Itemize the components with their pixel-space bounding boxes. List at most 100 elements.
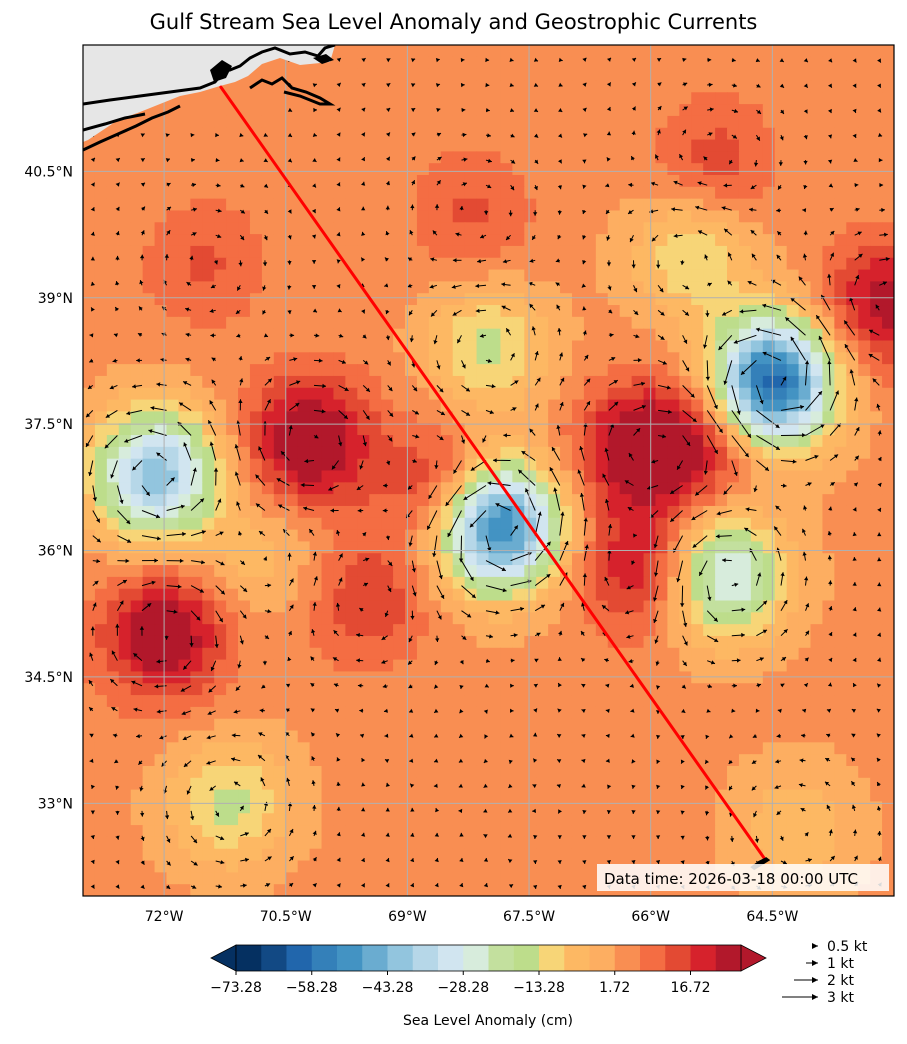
field-cell — [118, 565, 132, 578]
field-cell — [858, 765, 871, 779]
field-cell — [249, 375, 263, 389]
field-cell — [846, 139, 859, 152]
field-cell — [571, 234, 585, 247]
field-cell — [691, 269, 704, 282]
field-cell — [667, 754, 680, 767]
field-cell — [309, 860, 323, 873]
field-cell — [416, 482, 430, 495]
field-cell — [548, 45, 561, 58]
field-cell — [667, 836, 680, 850]
field-cell — [476, 399, 490, 412]
field-cell — [631, 446, 645, 460]
field-cell — [536, 80, 549, 93]
field-cell — [679, 813, 692, 826]
field-cell — [476, 115, 490, 129]
field-cell — [166, 151, 180, 164]
field-cell — [858, 730, 871, 743]
field-cell — [595, 222, 609, 235]
field-cell — [118, 281, 132, 294]
field-cell — [405, 375, 418, 389]
field-cell — [750, 588, 764, 602]
field-cell — [106, 458, 120, 472]
field-cell — [369, 411, 382, 424]
field-cell — [238, 328, 251, 342]
field-cell — [476, 576, 490, 590]
field-cell — [524, 92, 537, 105]
field-cell — [190, 210, 203, 223]
field-cell — [142, 470, 156, 483]
field-cell — [238, 659, 251, 673]
field-cell — [500, 104, 513, 117]
field-cell — [798, 198, 812, 212]
field-cell — [703, 328, 716, 342]
field-cell — [440, 68, 454, 82]
field-cell — [548, 789, 561, 803]
field-cell — [655, 305, 668, 318]
field-cell — [249, 458, 263, 472]
field-cell — [285, 635, 299, 649]
field-cell — [750, 56, 764, 70]
field-cell — [405, 115, 418, 129]
field-cell — [512, 742, 525, 755]
field-cell — [357, 80, 370, 93]
field-cell — [643, 328, 657, 342]
field-cell — [834, 446, 847, 460]
field-cell — [440, 470, 454, 483]
field-cell — [822, 789, 835, 803]
field-cell — [810, 470, 824, 483]
field-cell — [703, 541, 716, 554]
field-cell — [345, 647, 358, 661]
field-cell — [190, 635, 203, 649]
field-cell — [655, 328, 668, 342]
field-cell — [297, 848, 311, 862]
field-cell — [750, 364, 764, 377]
field-cell — [214, 565, 227, 578]
field-cell — [870, 517, 883, 531]
field-cell — [154, 695, 168, 708]
field-cell — [882, 269, 894, 282]
field-cell — [154, 375, 168, 389]
field-cell — [679, 517, 692, 531]
field-cell — [512, 375, 525, 389]
field-cell — [882, 482, 894, 495]
field-cell — [750, 612, 764, 625]
field-cell — [309, 884, 323, 896]
field-cell — [631, 836, 645, 850]
field-cell — [83, 470, 96, 483]
field-cell — [226, 813, 239, 826]
field-cell — [691, 92, 704, 105]
field-cell — [393, 352, 406, 365]
field-cell — [715, 671, 728, 684]
field-cell — [381, 68, 394, 82]
field-cell — [548, 860, 561, 873]
field-cell — [166, 411, 180, 424]
field-cell — [83, 884, 96, 896]
field-cell — [309, 316, 323, 330]
field-cell — [381, 553, 394, 566]
field-cell — [476, 553, 490, 566]
field-cell — [440, 364, 454, 377]
field-cell — [488, 505, 502, 519]
field-cell — [512, 92, 525, 105]
field-cell — [321, 269, 335, 282]
field-cell — [536, 340, 549, 353]
field-cell — [309, 553, 323, 566]
field-cell — [560, 765, 573, 779]
field-cell — [798, 683, 812, 696]
field-cell — [858, 234, 871, 247]
field-cell — [297, 836, 311, 850]
field-cell — [500, 576, 513, 590]
field-cell — [822, 222, 835, 235]
field-cell — [870, 742, 883, 755]
field-cell — [345, 198, 358, 212]
field-cell — [273, 222, 287, 235]
field-cell — [727, 340, 740, 353]
field-cell — [249, 115, 263, 129]
field-cell — [226, 127, 239, 141]
field-cell — [500, 175, 513, 188]
field-cell — [834, 163, 847, 176]
field-cell — [94, 222, 108, 235]
field-cell — [226, 860, 239, 873]
field-cell — [333, 695, 346, 708]
field-cell — [727, 600, 740, 613]
